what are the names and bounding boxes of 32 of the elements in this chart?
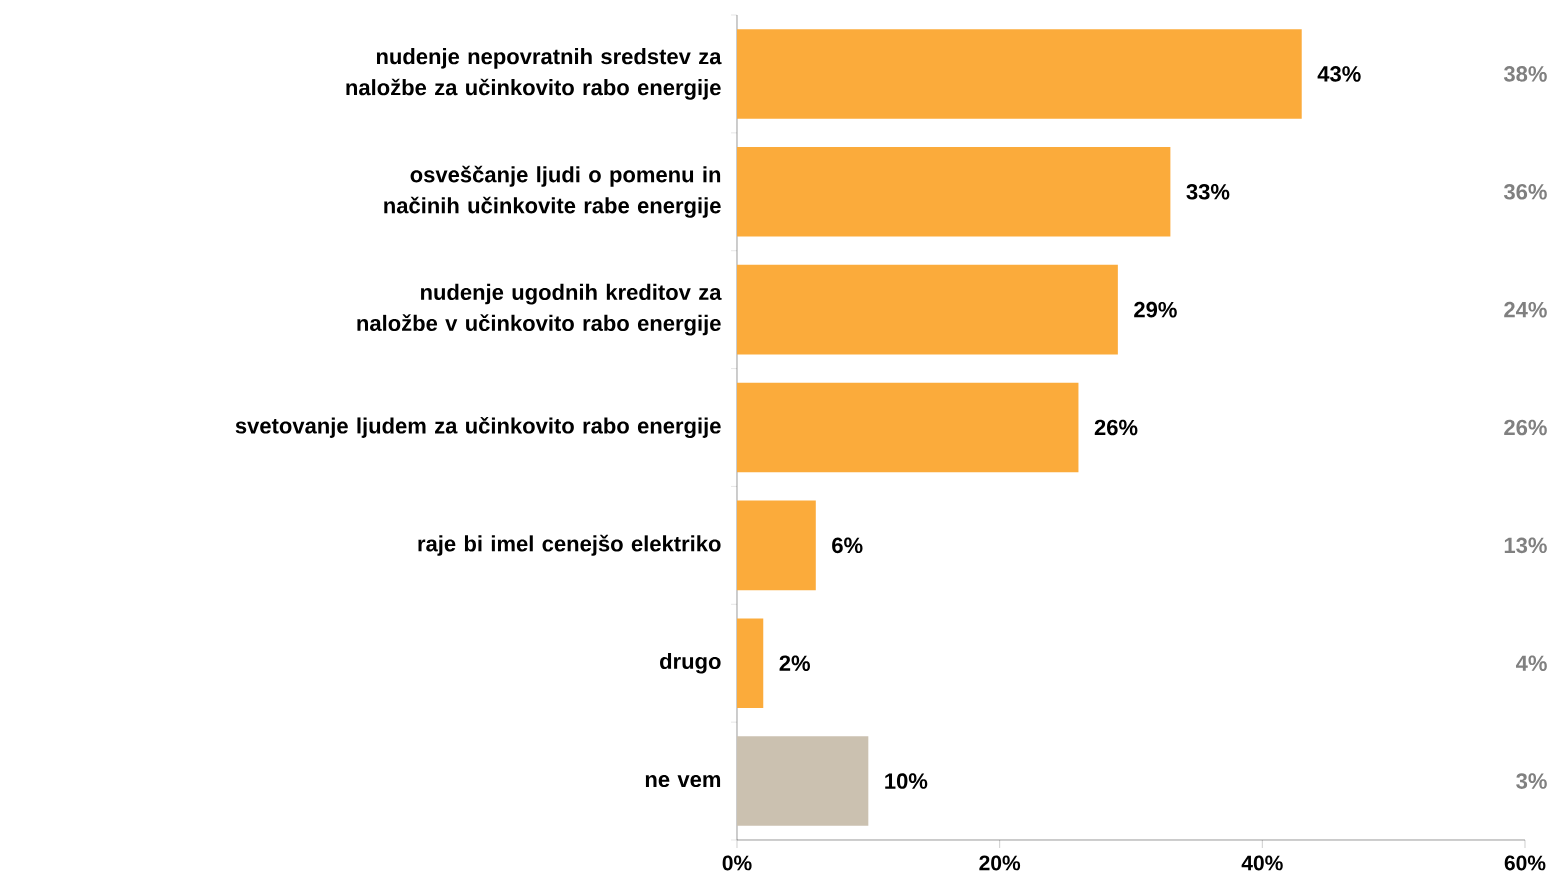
data-label: 10% bbox=[885, 773, 928, 789]
bar bbox=[736, 382, 1079, 473]
annotation: 4% bbox=[1515, 655, 1547, 671]
annotation: 3% bbox=[1516, 773, 1547, 789]
x-tick-label: 20% bbox=[979, 855, 1021, 871]
bar bbox=[736, 500, 816, 591]
bar bbox=[736, 736, 869, 826]
x-tick-label: 40% bbox=[1241, 855, 1283, 871]
data-label: 33% bbox=[1186, 183, 1230, 200]
x-tick-label: 0% bbox=[722, 855, 752, 871]
bar bbox=[736, 618, 764, 708]
y-tick-label: raje bi imel cenejšo elektriko bbox=[418, 534, 721, 556]
annotation: 26% bbox=[1504, 419, 1547, 436]
annotation: 13% bbox=[1504, 537, 1547, 554]
y-tick-label: nudenje ugodnih kreditov za naložbe v učinkovito rabo energije bbox=[357, 283, 722, 336]
data-label: 2% bbox=[779, 655, 810, 671]
y-tick-label: osveščanje ljudi o pomenu in načinih učinkovite rabe energije bbox=[384, 165, 721, 218]
annotation: 38% bbox=[1503, 66, 1547, 82]
data-label: 26% bbox=[1094, 419, 1138, 436]
bar bbox=[736, 147, 1171, 237]
y-tick-label: nudenje nepovratnih sredstev za naložbe za učinkovito rabo energije bbox=[346, 48, 722, 100]
bar bbox=[736, 29, 1302, 119]
y-tick-label: ne vem bbox=[645, 775, 721, 788]
annotation: 36% bbox=[1503, 183, 1547, 200]
data-label: 29% bbox=[1134, 301, 1177, 318]
y-tick-label: svetovanje ljudem za učinkovito rabo energije bbox=[235, 416, 721, 439]
data-label: 6% bbox=[832, 537, 863, 554]
bar bbox=[736, 264, 1118, 355]
x-tick-label: 60% bbox=[1504, 855, 1546, 871]
y-tick-label: drugo bbox=[660, 652, 721, 674]
annotation: 24% bbox=[1504, 301, 1547, 318]
data-label: 43% bbox=[1317, 66, 1361, 82]
